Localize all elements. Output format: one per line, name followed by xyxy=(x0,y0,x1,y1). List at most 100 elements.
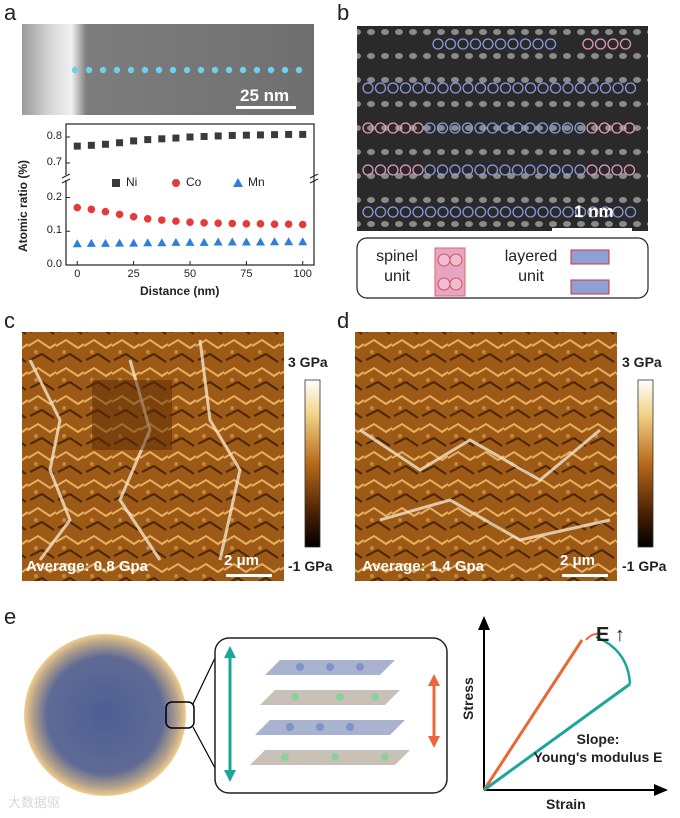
atom-circle xyxy=(524,164,536,176)
atom-circle xyxy=(462,82,474,94)
atom-circle xyxy=(549,122,561,134)
atom-circle xyxy=(461,122,474,134)
atom-circle xyxy=(511,164,524,176)
atom-circle xyxy=(544,38,557,50)
atom-circle xyxy=(387,164,399,176)
strain-label: Strain xyxy=(546,796,586,812)
atom-circle xyxy=(374,206,387,218)
scale-label-d: 2 μm xyxy=(560,552,596,569)
mn-point xyxy=(115,238,125,247)
atom-circle xyxy=(574,164,586,176)
panel-label-a: a xyxy=(4,0,17,25)
atom-circle xyxy=(399,164,412,176)
scale-bar-d xyxy=(562,574,608,577)
ni-point xyxy=(200,132,208,140)
particle-sphere xyxy=(24,634,186,796)
ni-point xyxy=(73,142,81,150)
co-point xyxy=(101,207,110,216)
y-tick-label: 0.0 xyxy=(46,258,62,270)
atom-circle xyxy=(619,38,632,50)
atom-circle xyxy=(599,82,612,94)
atom-circle xyxy=(449,122,461,134)
mn-point xyxy=(213,237,223,246)
atom-circle xyxy=(486,122,499,134)
scale-label-a: 25 nm xyxy=(240,86,290,105)
atom-circle xyxy=(412,122,424,134)
ni-point xyxy=(299,130,307,138)
atom-circle xyxy=(374,122,387,134)
zoom-box xyxy=(165,701,195,729)
atom-circle xyxy=(474,164,486,176)
afm-image-c xyxy=(22,332,284,581)
colorbar-min-d: -1 GPa xyxy=(622,558,667,574)
atom-circle xyxy=(561,122,574,134)
co-point xyxy=(298,220,307,229)
atom-circle xyxy=(549,164,561,176)
atom-circle xyxy=(594,38,607,50)
atom-circle xyxy=(387,122,399,134)
legend-label: Ni xyxy=(126,175,138,189)
ni-point xyxy=(285,130,293,138)
atom-circle xyxy=(412,82,424,94)
atom-circle xyxy=(387,206,399,218)
spinel-unit-icon xyxy=(434,247,466,297)
atom-circle xyxy=(612,206,624,218)
atom-circle xyxy=(482,38,494,50)
scan-dot xyxy=(197,66,205,74)
atom-circle xyxy=(437,82,449,94)
co-point xyxy=(270,220,279,228)
atom-circle xyxy=(537,82,549,94)
y-tick-label: 0.2 xyxy=(46,190,62,203)
ni-point xyxy=(101,140,109,148)
mn-point xyxy=(86,238,96,247)
scan-dot xyxy=(183,66,191,74)
mn-point xyxy=(72,239,82,248)
mn-point xyxy=(199,237,209,246)
ni-point xyxy=(158,135,166,143)
y-tick-label: 0.1 xyxy=(46,224,62,237)
atom-circle xyxy=(449,164,461,176)
colorbar-min-c: -1 GPa xyxy=(288,558,333,574)
chart-marks xyxy=(72,130,308,248)
legend-marker-ni xyxy=(112,179,120,187)
atom-circle xyxy=(536,164,549,176)
panel-label-b: b xyxy=(337,0,350,25)
modulus-label: E ↑ xyxy=(596,624,625,646)
x-axis-label: Distance (nm) xyxy=(140,284,220,298)
atom-circle xyxy=(512,206,524,218)
atom-circle xyxy=(424,164,436,176)
atom-circle xyxy=(494,38,507,50)
atom-circle xyxy=(436,122,449,134)
panel-label-d: d xyxy=(337,308,350,333)
co-point xyxy=(214,219,222,227)
atom-circle xyxy=(474,122,486,134)
layered-unit-icon xyxy=(570,249,610,295)
ni-point xyxy=(214,132,222,140)
y-tick-label: 0.7 xyxy=(46,156,62,168)
atom-circle xyxy=(524,206,537,218)
ni-point xyxy=(172,134,180,142)
atom-circle xyxy=(499,164,511,176)
co-point xyxy=(172,217,180,225)
average-d: Average: 1.4 Gpa xyxy=(362,558,484,575)
x-tick-label: 75 xyxy=(240,268,253,280)
atom-circle xyxy=(399,122,412,134)
scale-bar-a xyxy=(236,106,296,109)
atom-circle xyxy=(623,122,636,134)
atom-circle-overlay xyxy=(362,38,637,218)
scan-dot xyxy=(169,66,177,74)
atom-circle xyxy=(624,206,637,218)
colorbar-max-c: 3 GPa xyxy=(288,354,328,370)
atom-circle xyxy=(561,164,574,176)
atom-circle xyxy=(424,122,436,134)
spinel-legend-label: spinel unit xyxy=(376,248,418,285)
atom-circle xyxy=(362,164,374,176)
co-point xyxy=(200,219,208,227)
atom-circle xyxy=(624,82,637,94)
atom-circle xyxy=(486,164,499,176)
atom-circle xyxy=(499,122,511,134)
co-point xyxy=(284,220,293,228)
atom-circle xyxy=(587,206,599,218)
atom-circle xyxy=(424,206,437,218)
atom-circle xyxy=(474,206,487,218)
